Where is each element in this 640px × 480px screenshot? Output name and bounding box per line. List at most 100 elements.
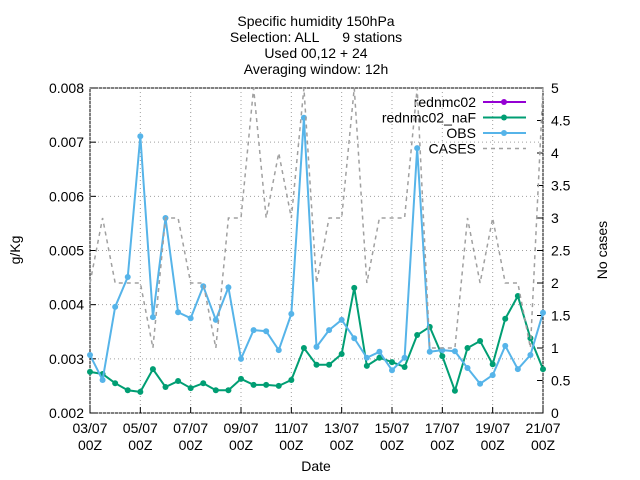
- data-point: [175, 378, 182, 385]
- data-point: [263, 328, 270, 335]
- x-tick-label: 15/07 00Z: [374, 420, 409, 453]
- y-axis-label: g/Kg: [7, 236, 23, 265]
- y2-tick-label: 4: [551, 145, 559, 161]
- y2-tick-label: 0: [551, 405, 559, 421]
- y-tick-label: 0.005: [49, 243, 84, 259]
- data-point: [451, 348, 458, 355]
- data-point: [313, 361, 320, 368]
- data-point: [112, 303, 119, 310]
- x-tick-label: 03/07 00Z: [72, 420, 107, 453]
- data-point: [401, 354, 408, 361]
- data-point: [540, 366, 546, 373]
- data-point: [439, 353, 446, 360]
- data-point: [489, 372, 496, 379]
- data-point: [464, 365, 471, 372]
- data-point: [238, 355, 244, 362]
- data-point: [389, 367, 395, 374]
- data-point: [112, 380, 119, 387]
- x-tick-label: 07/07 00Z: [173, 420, 208, 453]
- y-tick-label: 0.004: [49, 297, 84, 313]
- x-tick-label: 05/07 00Z: [123, 420, 158, 453]
- data-point: [175, 309, 182, 316]
- data-point: [451, 387, 458, 394]
- data-point: [540, 309, 546, 316]
- data-point: [351, 284, 358, 291]
- x-tick-label: 13/07 00Z: [324, 420, 359, 453]
- data-point: [351, 335, 358, 342]
- data-point: [502, 342, 509, 349]
- data-point: [162, 384, 169, 390]
- data-point: [326, 361, 333, 368]
- data-point: [389, 359, 395, 366]
- series-line: [89, 87, 544, 349]
- legend-label: rednmc02_naF: [382, 110, 476, 126]
- chart-title: Used 00,12 + 24: [264, 45, 367, 61]
- chart-title: Averaging window: 12h: [244, 61, 389, 77]
- y-tick-label: 0.003: [49, 351, 84, 367]
- data-point: [414, 145, 421, 152]
- data-point: [338, 316, 345, 323]
- data-point: [137, 133, 144, 140]
- data-point: [149, 314, 156, 321]
- legend-marker: [501, 130, 507, 136]
- y-tick-label: 0.008: [49, 80, 84, 96]
- data-point: [275, 347, 282, 354]
- data-point: [87, 352, 93, 359]
- data-point: [401, 363, 408, 370]
- data-point: [137, 388, 144, 395]
- chart-title: Selection: ALL 9 stations: [230, 29, 402, 45]
- data-point: [376, 354, 383, 361]
- data-point: [250, 327, 257, 334]
- data-point: [263, 381, 270, 388]
- y-tick-label: 0.007: [49, 134, 84, 150]
- data-point: [477, 380, 484, 387]
- data-point: [338, 350, 345, 357]
- y2-tick-label: 3.5: [551, 178, 571, 194]
- data-point: [527, 352, 534, 359]
- data-point: [212, 387, 219, 394]
- data-point: [212, 316, 219, 323]
- data-point: [426, 348, 433, 355]
- legend-label: OBS: [446, 125, 476, 141]
- data-point: [514, 366, 521, 373]
- data-point: [489, 361, 496, 368]
- y2-tick-label: 0.5: [551, 373, 571, 389]
- data-point: [376, 348, 383, 355]
- y2-tick-label: 5: [551, 80, 559, 96]
- data-point: [149, 366, 156, 373]
- data-point: [326, 327, 333, 334]
- data-point: [187, 315, 194, 322]
- y2-axis-label: No cases: [594, 221, 610, 279]
- data-point: [250, 381, 257, 388]
- y-tick-label: 0.006: [49, 188, 84, 204]
- data-point: [477, 337, 484, 344]
- y2-tick-label: 3: [551, 210, 559, 226]
- data-point: [363, 354, 370, 361]
- legend-label: rednmc02: [414, 94, 476, 110]
- y2-tick-label: 2: [551, 275, 559, 291]
- data-point: [124, 387, 131, 394]
- legend-marker: [501, 99, 507, 105]
- data-point: [200, 380, 207, 387]
- data-point: [225, 284, 232, 291]
- data-point: [187, 385, 194, 392]
- y2-tick-label: 2.5: [551, 243, 571, 259]
- y2-tick-label: 4.5: [551, 113, 571, 129]
- data-point: [225, 387, 232, 394]
- data-point: [414, 332, 421, 338]
- data-point: [238, 375, 244, 382]
- y2-tick-label: 1.5: [551, 308, 571, 324]
- data-point: [275, 382, 282, 389]
- data-point: [313, 343, 320, 350]
- chart-title: Specific humidity 150hPa: [237, 13, 394, 29]
- data-point: [300, 345, 307, 351]
- data-point: [363, 362, 370, 369]
- data-point: [464, 345, 471, 351]
- x-tick-label: 11/07 00Z: [274, 420, 308, 453]
- data-point: [502, 315, 509, 322]
- y2-tick-label: 1: [551, 340, 559, 356]
- data-point: [99, 376, 106, 383]
- legend-marker: [501, 114, 507, 121]
